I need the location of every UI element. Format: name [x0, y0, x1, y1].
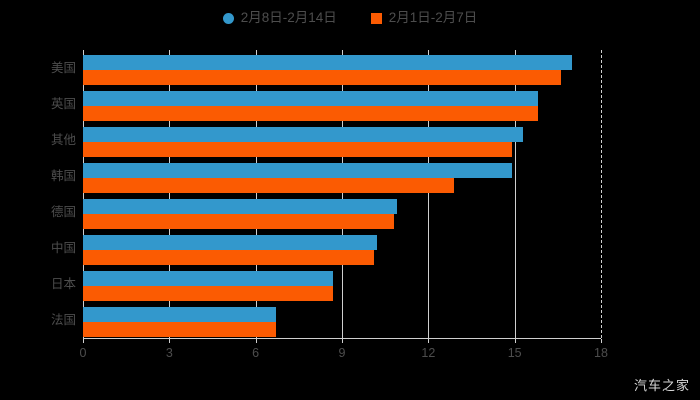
x-tickmark-12	[428, 339, 430, 343]
square-marker-icon	[370, 12, 382, 24]
x-axis-label-0: 0	[79, 346, 87, 360]
gridline-18	[601, 50, 602, 338]
bar-法国-series0[interactable]	[83, 307, 276, 322]
legend-item-1[interactable]: 2月1日-2月7日	[370, 10, 478, 26]
x-tickmark-18	[601, 339, 602, 343]
bar-法国-series1[interactable]	[83, 322, 276, 337]
bar-中国-series1[interactable]	[83, 250, 374, 265]
y-axis-label-韩国: 韩国	[50, 169, 76, 183]
y-axis-label-美国: 美国	[50, 61, 76, 75]
bar-韩国-series1[interactable]	[83, 178, 455, 193]
bar-德国-series1[interactable]	[83, 214, 394, 229]
x-axis-label-15: 15	[507, 346, 522, 360]
bar-英国-series1[interactable]	[83, 106, 538, 121]
legend-label-1: 2月1日-2月7日	[388, 10, 478, 26]
legend-label-0: 2月8日-2月14日	[240, 10, 337, 26]
x-axis-label-6: 6	[252, 346, 260, 360]
bar-韩国-series0[interactable]	[83, 163, 512, 178]
x-axis-label-18: 18	[594, 346, 608, 360]
y-axis-label-日本: 日本	[50, 277, 76, 291]
x-tickmark-9	[342, 339, 343, 343]
gridline-12	[428, 50, 430, 338]
bar-中国-series0[interactable]	[83, 235, 377, 250]
gridline-3	[169, 50, 171, 338]
y-axis-label-德国: 德国	[50, 205, 76, 219]
x-tickmark-3	[169, 339, 171, 343]
legend-item-0[interactable]: 2月8日-2月14日	[222, 10, 337, 26]
y-axis-label-其他: 其他	[50, 133, 76, 147]
plot-area	[83, 50, 602, 339]
circle-marker-icon	[222, 12, 234, 24]
y-axis-label-英国: 英国	[50, 97, 76, 111]
bar-美国-series1[interactable]	[83, 70, 561, 85]
x-axis-line	[83, 338, 601, 339]
bar-其他-series0[interactable]	[83, 127, 524, 142]
x-axis-label-9: 9	[338, 346, 346, 360]
y-axis-label-法国: 法国	[50, 313, 76, 327]
chart-legend: 2月8日-2月14日 2月1日-2月7日	[0, 6, 700, 30]
gridline-6	[255, 50, 257, 338]
x-tickmark-15	[514, 339, 516, 343]
bar-英国-series0[interactable]	[83, 91, 538, 106]
x-axis-label-3: 3	[165, 346, 173, 360]
y-axis-label-中国: 中国	[50, 241, 76, 255]
watermark: 汽车之家	[633, 378, 690, 393]
gridline-15	[514, 50, 516, 338]
gridline-0	[83, 50, 84, 338]
bar-美国-series0[interactable]	[83, 55, 573, 70]
bar-日本-series0[interactable]	[83, 271, 334, 286]
x-axis-label-12: 12	[421, 346, 436, 360]
gridline-9	[342, 50, 343, 338]
x-tickmark-0	[83, 339, 84, 343]
bar-德国-series0[interactable]	[83, 199, 397, 214]
bar-日本-series1[interactable]	[83, 286, 334, 301]
x-tickmark-6	[255, 339, 257, 343]
bar-其他-series1[interactable]	[83, 142, 512, 157]
